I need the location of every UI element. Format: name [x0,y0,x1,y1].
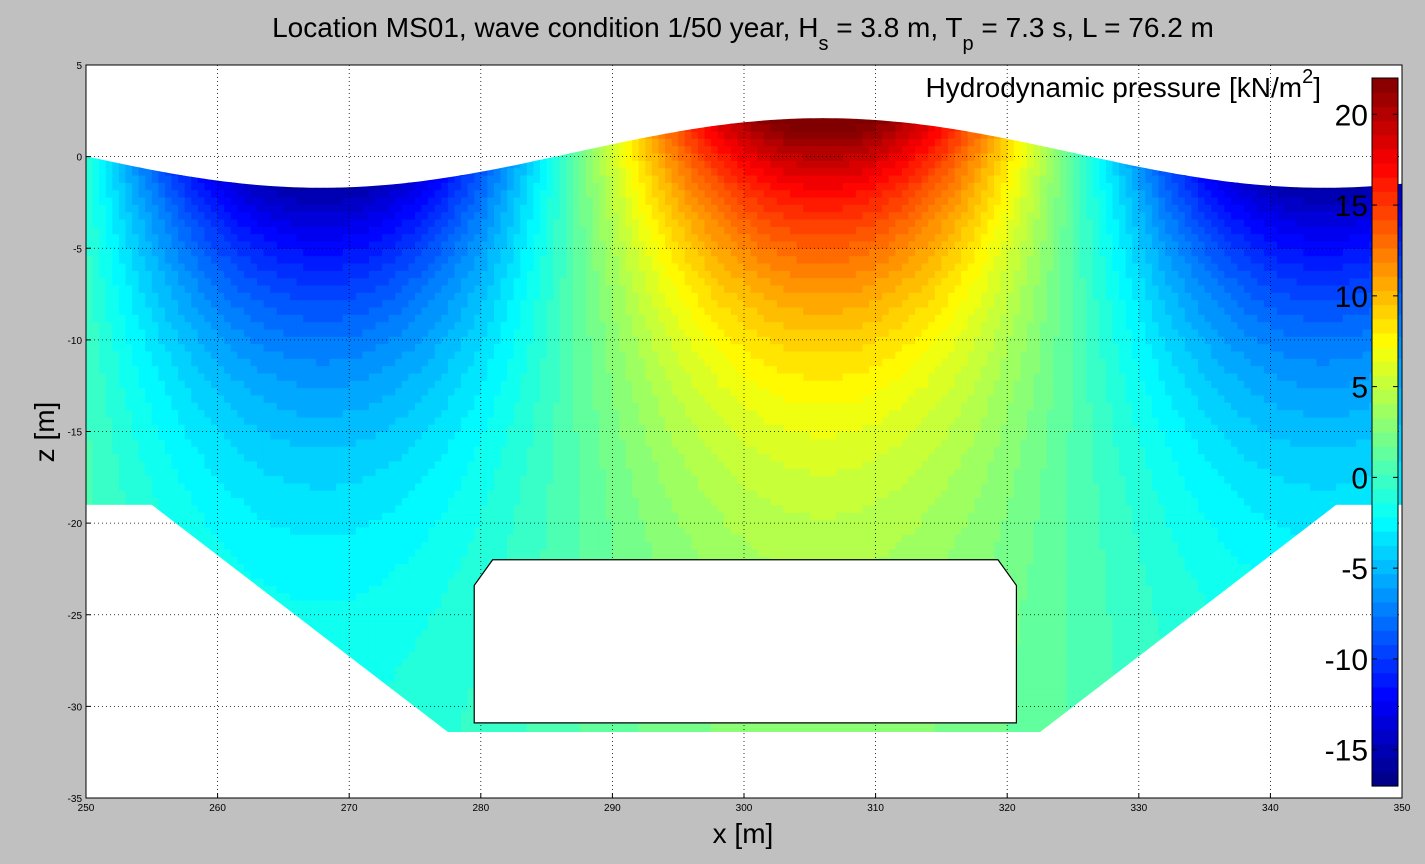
colorbar-band [1372,134,1398,150]
colorbar-band [1372,757,1398,773]
colorbar-band [1372,233,1398,249]
grid-lines [86,65,1402,798]
colorbar-band [1372,276,1398,291]
colorbar-band [1372,686,1398,702]
colorbar-frame [1371,77,1399,787]
colorbar-band [1372,729,1398,745]
colorbar-band [1372,78,1398,93]
colorbar-band [1372,644,1398,660]
colorbar: 20 15 10 5 0 -5 -10 -15 Hydrodynamic pressure [… [926,66,1399,787]
colorbar-band [1372,177,1398,192]
colorbar-band [1372,262,1398,277]
colorbar-tick-label: -15 [1325,735,1368,768]
colorbar-band [1372,460,1398,476]
colorbar-tick-label: -5 [1341,553,1368,586]
y-tick-label: -20 [68,519,83,530]
colorbar-band [1372,361,1398,376]
colorbar-band [1372,701,1398,716]
colorbar-band [1372,120,1398,136]
colorbar-band [1372,488,1398,504]
colorbar-band [1372,715,1398,730]
colorbar-band [1372,743,1398,759]
colorbar-band [1372,219,1398,235]
colorbar-band [1372,332,1398,348]
colorbar-band [1372,502,1398,518]
colorbar-band [1372,771,1398,787]
y-tick-label: -10 [68,336,83,347]
colorbar-band [1372,304,1398,320]
x-tick-label: 340 [1262,803,1279,814]
colorbar-band [1372,417,1398,433]
colorbar-band [1372,672,1398,688]
x-tick-label: 320 [999,803,1016,814]
buried-structure [473,559,1018,724]
colorbar-band [1372,403,1398,419]
colorbar-band [1372,545,1398,561]
colorbar-band [1372,658,1398,674]
chart-title: Location MS01, wave condition 1/50 year,… [272,12,1214,55]
colorbar-band [1372,559,1398,575]
colorbar-band [1372,290,1398,306]
y-tick-label: 0 [76,153,82,164]
colorbar-band [1372,318,1398,334]
x-tick-label: 290 [604,803,621,814]
colorbar-band [1372,446,1398,461]
colorbar-band [1372,247,1398,263]
colorbar-tick-label: -10 [1325,644,1368,677]
colorbar-band [1372,162,1398,178]
x-axis-label: x [m] [713,818,774,849]
x-tick-label: 310 [867,803,884,814]
y-axis-ticks: 5 0 -5 -10 -15 -20 -25 -30 -35 [68,61,91,805]
colorbar-tick-label: 20 [1335,99,1368,132]
colorbar-band [1372,516,1398,532]
x-tick-label: 350 [1394,803,1411,814]
colorbar-band [1372,630,1398,645]
y-tick-label: -35 [68,794,83,805]
y-tick-label: 5 [76,61,82,72]
colorbar-band [1372,616,1398,631]
colorbar-band [1372,205,1398,221]
x-tick-label: 260 [209,803,226,814]
y-tick-label: -5 [73,244,82,255]
colorbar-label: Hydrodynamic pressure [kN/m2] [926,66,1321,103]
colorbar-band [1372,106,1398,122]
colorbar-band [1372,375,1398,391]
colorbar-band [1372,389,1398,405]
colorbar-tick-label: 15 [1335,190,1368,223]
colorbar-tick-label: 0 [1351,462,1368,495]
colorbar-band [1372,148,1398,164]
y-tick-label: -25 [68,611,83,622]
colorbar-band [1372,92,1398,107]
y-tick-label: -15 [68,428,83,439]
colorbar-band [1372,474,1398,490]
colorbar-band [1372,191,1398,207]
y-tick-label: -30 [68,702,83,713]
colorbar-tick-label: 10 [1335,281,1368,314]
colorbar-band [1372,587,1398,603]
x-tick-label: 300 [736,803,753,814]
x-tick-label: 250 [78,803,95,814]
colorbar-band [1372,432,1398,447]
colorbar-band [1372,573,1398,589]
y-axis-label: z [m] [29,402,60,463]
colorbar-band [1372,601,1398,617]
colorbar-band [1372,347,1398,362]
x-tick-label: 270 [341,803,358,814]
x-tick-label: 280 [472,803,489,814]
x-axis-ticks: 250 260 270 280 290 300 310 320 330 340 350 [78,793,1411,814]
colorbar-tick-label: 5 [1351,372,1368,405]
colorbar-band [1372,531,1398,546]
x-tick-label: 330 [1130,803,1147,814]
